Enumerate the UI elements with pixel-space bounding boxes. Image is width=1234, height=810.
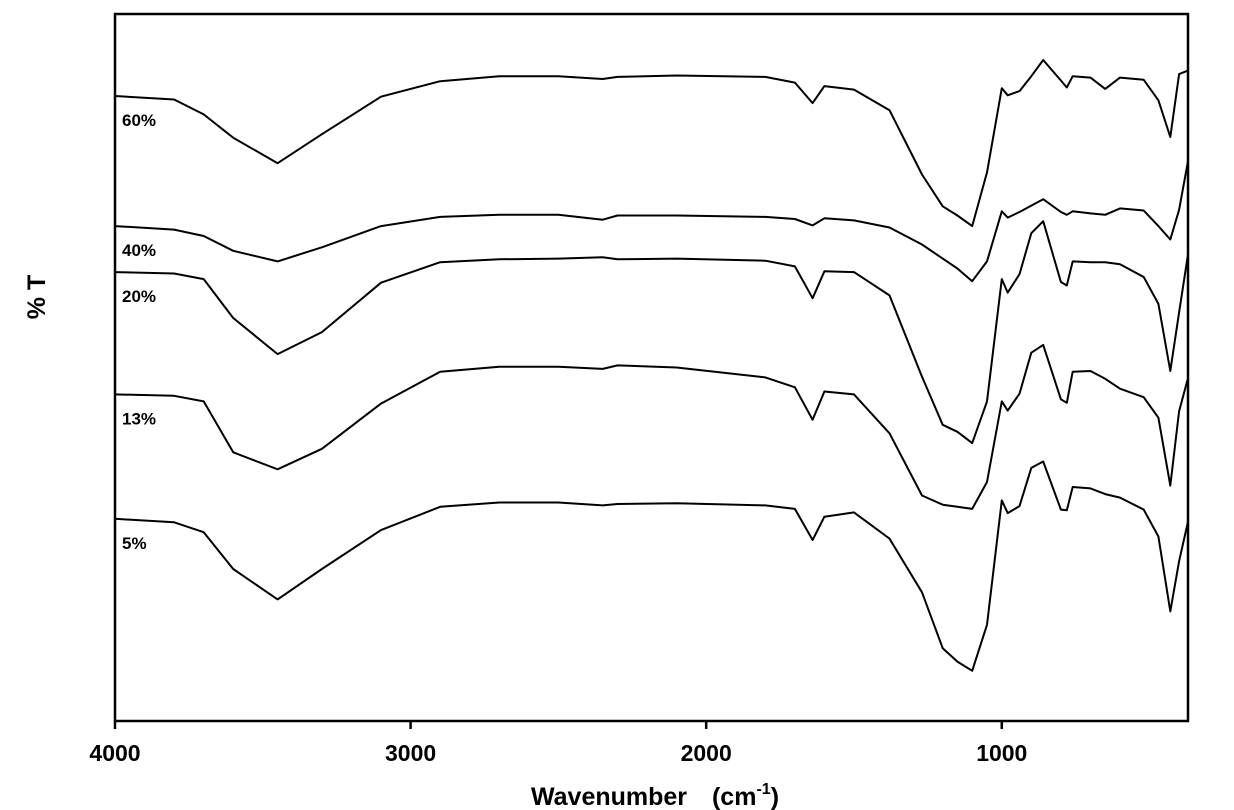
plot-frame — [113, 12, 1190, 723]
x-axis-ticks: 4000 3000 2000 1000 — [89, 721, 1027, 766]
series-label: 20% — [122, 287, 156, 306]
series-line-5pct — [114, 460, 1189, 672]
series-label: 60% — [122, 111, 156, 130]
series-label: 5% — [122, 534, 147, 553]
x-tick-label: 2000 — [681, 740, 732, 766]
y-axis-title: % T — [23, 275, 51, 319]
series-line-60pct — [114, 59, 1189, 228]
series-label: 13% — [122, 409, 156, 428]
x-axis-title-unit-sup: -1 — [756, 781, 770, 798]
x-tick-label: 1000 — [976, 740, 1027, 766]
series-line-13pct — [114, 343, 1189, 510]
x-axis-title: Wavenumber (cm-1) — [531, 781, 779, 810]
x-axis-title-unit-close: ) — [771, 783, 779, 810]
series-line-40pct — [114, 160, 1189, 283]
series-labels: 60% 40% 20% 13% 5% — [122, 111, 156, 553]
x-tick-label: 3000 — [385, 740, 436, 766]
series-group — [114, 59, 1189, 672]
x-axis-title-main: Wavenumber — [531, 783, 687, 810]
x-tick-label: 4000 — [89, 740, 140, 766]
series-label: 40% — [122, 241, 156, 260]
series-line-20pct — [114, 220, 1189, 445]
x-axis-title-unit: (cm — [712, 783, 756, 810]
